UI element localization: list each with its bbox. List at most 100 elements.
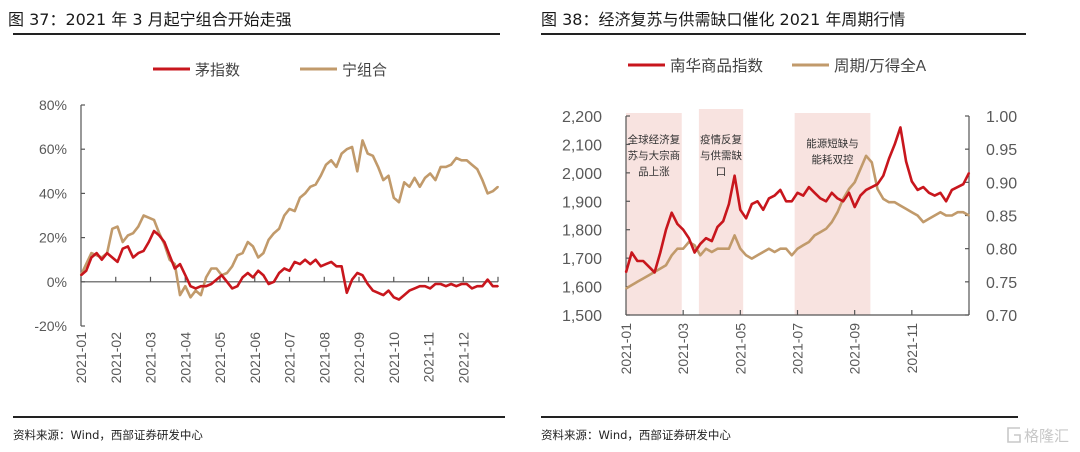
data-point-ning xyxy=(132,232,135,235)
data-point-cycle-ratio xyxy=(693,244,696,247)
data-point-cycle-ratio xyxy=(870,161,873,164)
data-point-ning xyxy=(200,294,202,296)
x-tick-label: 2021-01 xyxy=(618,323,634,375)
data-point-nanhua xyxy=(813,191,816,194)
x-tick-label: 2021-02 xyxy=(108,332,124,384)
data-point-ning xyxy=(434,179,437,182)
data-point-cycle-ratio xyxy=(642,277,645,280)
data-point-nanhua xyxy=(750,203,753,206)
y-tick-label: 2,200 xyxy=(562,109,602,126)
data-point-cycle-ratio xyxy=(813,234,816,237)
data-point-ning xyxy=(424,177,426,179)
data-point-mao xyxy=(257,269,260,272)
data-point-cycle-ratio xyxy=(705,247,707,250)
data-point-mao xyxy=(319,265,322,268)
data-point-cycle-ratio xyxy=(665,264,667,267)
data-point-mao xyxy=(100,258,103,261)
data-point-cycle-ratio xyxy=(648,274,650,277)
data-point-ning xyxy=(356,170,359,173)
data-point-cycle-ratio xyxy=(796,247,799,250)
data-point-ning xyxy=(179,294,181,296)
x-tick-label: 2021-06 xyxy=(247,332,263,384)
data-point-cycle-ratio xyxy=(670,254,673,257)
data-point-cycle-ratio xyxy=(716,247,719,250)
plot-area xyxy=(624,126,971,290)
data-point-ning xyxy=(366,152,369,155)
data-point-mao xyxy=(408,289,411,292)
data-point-ning xyxy=(460,159,463,162)
data-point-ning xyxy=(377,166,379,168)
data-point-ning xyxy=(413,177,416,179)
data-point-ning xyxy=(345,148,348,151)
data-point-nanhua xyxy=(853,206,856,208)
data-point-cycle-ratio xyxy=(962,211,965,214)
data-point-ning xyxy=(382,179,385,182)
data-point-mao xyxy=(460,283,463,285)
y-axis-left: 80% 60% 40% 20% 0% -20% xyxy=(34,97,85,334)
data-point-ning xyxy=(283,214,286,217)
data-point-cycle-ratio xyxy=(853,181,856,184)
data-point-mao xyxy=(418,285,421,288)
data-point-nanhua xyxy=(842,200,845,203)
data-point-nanhua xyxy=(825,200,827,203)
source-note-left: 资料来源：Wind，西部证券研发中心 xyxy=(13,428,203,442)
watermark-logo: 格隆汇 xyxy=(1007,427,1069,445)
data-point-nanhua xyxy=(865,189,867,191)
data-point-mao xyxy=(455,285,458,288)
data-point-cycle-ratio xyxy=(893,201,896,204)
data-point-ning xyxy=(314,183,317,186)
data-point-ning xyxy=(85,263,88,265)
data-point-nanhua xyxy=(876,183,879,186)
data-point-cycle-ratio xyxy=(745,254,747,257)
data-point-cycle-ratio xyxy=(859,168,862,171)
legend-label-nanhua: 南华商品指数 xyxy=(670,57,764,75)
data-point-nanhua xyxy=(722,220,725,223)
data-point-ning xyxy=(471,163,473,166)
data-point-nanhua xyxy=(630,251,633,254)
data-point-mao xyxy=(403,294,406,296)
y-tick-label: 2,100 xyxy=(562,137,602,154)
series-line-ning-portfolio xyxy=(79,139,499,299)
data-point-nanhua xyxy=(773,194,776,197)
x-tick-label: 2021-07 xyxy=(282,332,298,384)
data-point-cycle-ratio xyxy=(779,247,782,250)
y-tick-label: 0% xyxy=(47,274,67,290)
data-point-nanhua xyxy=(922,186,925,189)
y-axis-left: 2,200 2,100 2,000 1,900 1,800 1,700 1,600 1,500 xyxy=(562,109,630,325)
data-point-ning xyxy=(267,238,270,241)
data-point-mao xyxy=(252,276,254,279)
y-tick-label: 2,000 xyxy=(562,166,602,183)
data-point-mao xyxy=(132,256,135,259)
x-axis: 2021-01 2021-03 2021-05 2021-07 2021-09 2021-… xyxy=(618,310,970,375)
data-point-mao xyxy=(273,280,275,283)
data-point-ning xyxy=(142,214,145,217)
data-point-mao xyxy=(231,287,234,290)
data-point-cycle-ratio xyxy=(762,251,765,253)
data-point-ning xyxy=(273,232,275,235)
data-point-cycle-ratio xyxy=(636,280,639,283)
data-point-nanhua xyxy=(653,271,656,274)
data-point-cycle-ratio xyxy=(768,247,770,250)
data-point-mao xyxy=(189,285,192,288)
data-point-nanhua xyxy=(682,228,685,231)
y2-tick-label: 0.80 xyxy=(986,242,1017,259)
data-point-ning xyxy=(215,267,218,270)
data-point-nanhua xyxy=(819,197,822,200)
data-point-mao xyxy=(481,285,484,288)
data-point-nanhua xyxy=(933,194,936,197)
period-annotation: 口 xyxy=(716,166,727,178)
bottom-rule-left xyxy=(13,416,505,418)
data-point-ning xyxy=(257,256,260,259)
data-point-nanhua xyxy=(642,260,645,262)
data-point-ning xyxy=(184,285,187,288)
data-point-mao xyxy=(184,274,187,277)
data-point-nanhua xyxy=(648,265,650,268)
data-point-mao xyxy=(345,291,348,294)
data-point-cycle-ratio xyxy=(951,214,953,217)
data-point-mao xyxy=(236,285,239,288)
data-point-mao xyxy=(215,278,218,281)
data-point-nanhua xyxy=(830,191,833,194)
data-point-mao xyxy=(267,283,270,285)
data-point-mao xyxy=(471,287,473,290)
data-point-ning xyxy=(418,185,421,188)
